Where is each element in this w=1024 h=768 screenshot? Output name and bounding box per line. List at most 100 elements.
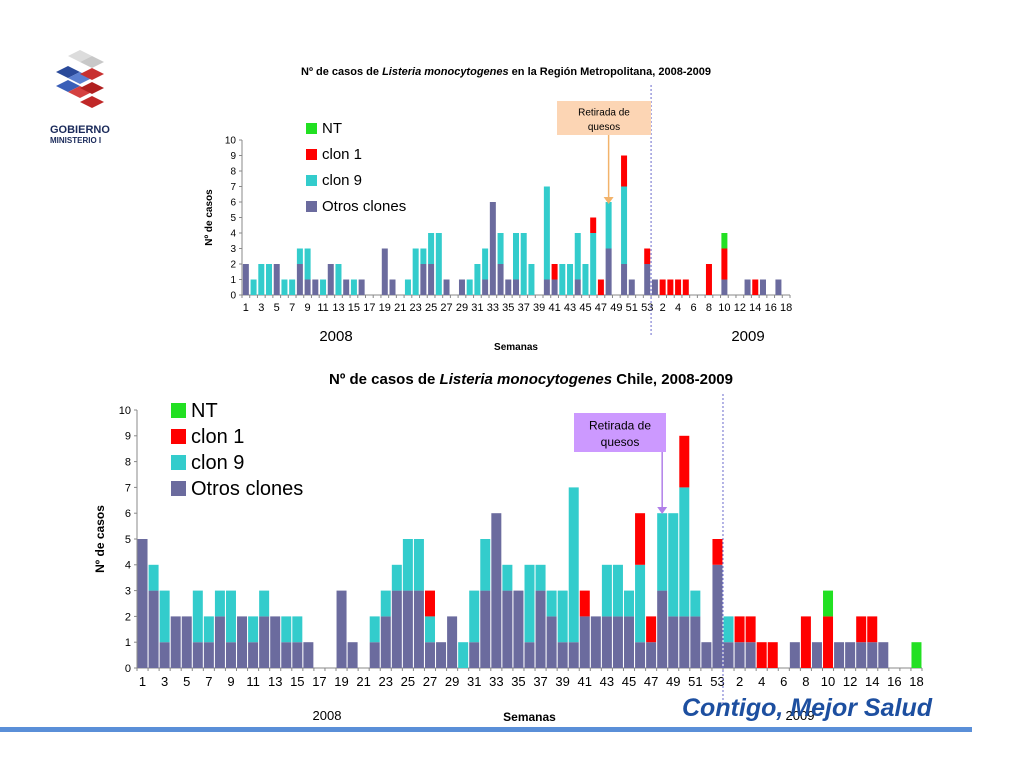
annotation-arrow-head bbox=[657, 507, 668, 514]
legend-swatch bbox=[171, 403, 186, 418]
bar-otros-clones bbox=[336, 590, 347, 668]
bar-otros-clones bbox=[214, 616, 225, 668]
bar-otros-clones bbox=[273, 264, 280, 295]
x-tick-label: 17 bbox=[312, 674, 326, 689]
legend-label: Otros clones bbox=[191, 478, 303, 500]
x-tick-label: 51 bbox=[688, 674, 702, 689]
bar-otros-clones bbox=[646, 642, 657, 668]
annotation-text-line2: quesos bbox=[601, 435, 640, 449]
bar-clon-1 bbox=[867, 616, 878, 643]
legend-label: NT bbox=[191, 400, 218, 422]
bar-clon-1 bbox=[590, 217, 597, 233]
bar-clon-9 bbox=[469, 590, 480, 643]
bar-clon-9 bbox=[605, 202, 612, 249]
bar-otros-clones bbox=[579, 616, 590, 668]
legend-swatch bbox=[171, 455, 186, 470]
bar-clon-9 bbox=[424, 616, 435, 643]
x-axis-title: Semanas bbox=[503, 710, 556, 724]
bar-clon-1 bbox=[551, 264, 558, 280]
bar-clon-9 bbox=[258, 264, 265, 295]
bar-clon-9 bbox=[502, 564, 513, 591]
bar-clon-9 bbox=[214, 590, 225, 617]
x-tick-label: 14 bbox=[749, 302, 761, 314]
x-tick-label: 23 bbox=[410, 302, 422, 314]
bar-clon-9 bbox=[320, 279, 327, 295]
annotation-arrow-head bbox=[603, 197, 614, 204]
y-tick-label: 9 bbox=[125, 431, 131, 443]
x-tick-label: 53 bbox=[710, 674, 724, 689]
bar-otros-clones bbox=[628, 279, 635, 295]
bar-clon-1 bbox=[823, 616, 834, 668]
bar-otros-clones bbox=[721, 279, 728, 295]
bar-nt bbox=[911, 642, 922, 668]
bar-clon-9 bbox=[480, 539, 491, 591]
brand-slogan: Contigo, Mejor Salud bbox=[682, 694, 932, 722]
legend-label: clon 9 bbox=[322, 172, 362, 189]
bar-otros-clones bbox=[148, 590, 159, 668]
x-tick-label: 10 bbox=[821, 674, 835, 689]
legend-swatch bbox=[171, 429, 186, 444]
bar-clon-1 bbox=[659, 279, 666, 295]
bar-clon-1 bbox=[800, 616, 811, 668]
bar-otros-clones bbox=[369, 642, 380, 668]
bar-clon-9 bbox=[296, 248, 303, 264]
legend-swatch bbox=[306, 149, 317, 160]
y-tick-label: 8 bbox=[230, 167, 236, 178]
x-tick-label: 23 bbox=[379, 674, 393, 689]
x-tick-label: 5 bbox=[274, 302, 280, 314]
x-tick-label: 7 bbox=[205, 674, 212, 689]
x-tick-label: 31 bbox=[467, 674, 481, 689]
bar-clon-1 bbox=[579, 590, 590, 617]
bar-clon-1 bbox=[635, 513, 646, 565]
bar-clon-9 bbox=[582, 264, 589, 295]
legend-label: Otros clones bbox=[322, 198, 406, 215]
x-tick-label: 27 bbox=[423, 674, 437, 689]
bar-otros-clones bbox=[811, 642, 822, 668]
x-tick-label: 41 bbox=[548, 302, 560, 314]
bar-otros-clones bbox=[543, 279, 550, 295]
bar-otros-clones bbox=[248, 642, 259, 668]
bar-clon-1 bbox=[745, 616, 756, 643]
legend-label: clon 9 bbox=[191, 452, 244, 474]
bar-clon-9 bbox=[590, 233, 597, 295]
chart-title-prefix: Nº de casos de bbox=[329, 371, 440, 388]
bar-otros-clones bbox=[845, 642, 856, 668]
x-tick-label: 47 bbox=[595, 302, 607, 314]
bar-otros-clones bbox=[878, 642, 889, 668]
bar-otros-clones bbox=[420, 264, 427, 295]
bar-otros-clones bbox=[644, 264, 651, 295]
bar-clon-9 bbox=[690, 590, 701, 617]
bar-clon-1 bbox=[767, 642, 778, 668]
y-tick-label: 2 bbox=[125, 611, 131, 623]
bar-otros-clones bbox=[867, 642, 878, 668]
bar-otros-clones bbox=[734, 642, 745, 668]
bar-otros-clones bbox=[413, 590, 424, 668]
bar-clon-9 bbox=[412, 248, 419, 295]
bar-clon-1 bbox=[667, 279, 674, 295]
bar-clon-9 bbox=[369, 616, 380, 643]
legend-swatch bbox=[306, 201, 317, 212]
y-tick-label: 10 bbox=[119, 405, 131, 417]
y-tick-label: 1 bbox=[230, 275, 236, 286]
y-tick-label: 7 bbox=[125, 482, 131, 494]
bar-clon-9 bbox=[474, 264, 481, 295]
chart-title-suffix: en la Región Metropolitana, 2008-2009 bbox=[509, 66, 711, 78]
bar-clon-9 bbox=[250, 279, 257, 295]
bar-clon-1 bbox=[675, 279, 682, 295]
y-tick-label: 5 bbox=[230, 213, 236, 224]
bar-clon-9 bbox=[482, 248, 489, 280]
annotation-text-line1: Retirada de bbox=[578, 107, 630, 118]
bar-clon-9 bbox=[568, 487, 579, 643]
bar-clon-1 bbox=[644, 248, 651, 264]
bar-otros-clones bbox=[192, 642, 203, 668]
x-tick-label: 33 bbox=[489, 674, 503, 689]
bar-clon-1 bbox=[856, 616, 867, 643]
bar-clon-1 bbox=[712, 539, 723, 565]
bar-clon-9 bbox=[668, 513, 679, 617]
x-tick-label: 49 bbox=[610, 302, 622, 314]
x-tick-label: 2 bbox=[660, 302, 666, 314]
bar-otros-clones bbox=[327, 264, 334, 295]
year-label: 2009 bbox=[786, 708, 815, 723]
x-tick-label: 16 bbox=[887, 674, 901, 689]
